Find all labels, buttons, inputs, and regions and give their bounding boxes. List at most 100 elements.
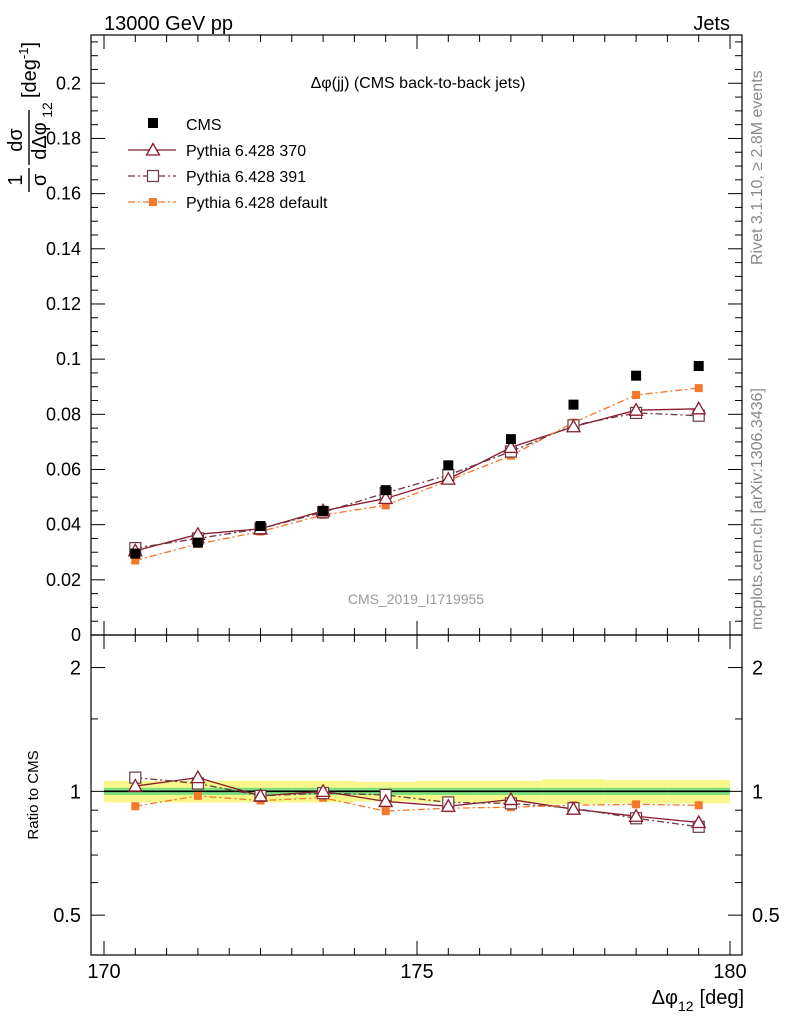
y-label-ddphi-sub: 12 (39, 102, 55, 118)
legend-marker-pythia-default (149, 198, 157, 206)
point-pythia-6-428-370 (378, 490, 394, 505)
legend-entry-pythia-default: Pythia 6.428 default (128, 195, 328, 212)
point-pythia-6-428-default (694, 384, 703, 393)
y-tick-label: 0.1 (56, 349, 81, 369)
ratio-point-pythia-6-428-370 (628, 808, 644, 822)
ratio-tick-label: 0.5 (53, 905, 81, 927)
ratio-point-pythia-6-428-370 (315, 783, 331, 798)
series-line-pythia-6-428-391 (135, 412, 699, 549)
point-pythia-6-428-370 (440, 471, 456, 485)
point-pythia-6-428-370 (691, 400, 707, 415)
ratio-tick-label-right: 0.5 (752, 905, 780, 927)
point-cms (568, 399, 579, 410)
y-label-frac-one: 1 (5, 174, 27, 185)
y-tick-label: 0.04 (46, 515, 81, 535)
y-axis-label: 1 σ dσ dΔφ 12 [deg-1] (5, 42, 55, 192)
legend-entry-pythia-370: Pythia 6.428 370 (128, 142, 306, 160)
y-tick-label: 0.12 (46, 294, 81, 314)
legend-entry-pythia-391: Pythia 6.428 391 (128, 169, 306, 186)
y-tick-label: 0.08 (46, 404, 81, 424)
point-cms (130, 548, 141, 559)
ratio-point-pythia-6-428-default (193, 791, 202, 800)
ratio-point-pythia-6-428-370 (378, 793, 394, 808)
x-tick-label: 180 (713, 961, 746, 983)
x-label-sub: 12 (678, 998, 694, 1014)
chart-title: Δφ(jj) (CMS back-to-back jets) (311, 75, 526, 92)
y-tick-label: 0 (71, 625, 81, 645)
legend: CMS Pythia 6.428 370 Pythia 6.428 391 Py… (128, 117, 328, 212)
y-label-ddphi: dΔφ (29, 122, 51, 159)
legend-label-pythia-391: Pythia 6.428 391 (186, 169, 306, 186)
y-tick-label: 0.14 (46, 239, 81, 259)
ratio-tick-label-right: 1 (752, 781, 763, 803)
y-label-frac-sigma: σ (29, 173, 51, 186)
watermark: CMS_2019_I1719955 (348, 591, 484, 607)
x-tick-label: 175 (400, 961, 433, 983)
x-label-main: Δφ (652, 987, 678, 1009)
series-line-pythia-6-428-370 (135, 408, 699, 552)
point-cms (505, 434, 516, 445)
y-tick-label: 0.2 (56, 73, 81, 93)
x-label-unit: [deg] (700, 987, 744, 1009)
ratio-point-pythia-6-428-370 (691, 814, 707, 829)
x-axis-label: Δφ12 [deg] (652, 987, 744, 1014)
point-cms (693, 361, 704, 372)
point-cms (255, 521, 266, 532)
point-cms (192, 537, 203, 548)
y-label-dsigma: dσ (5, 128, 27, 152)
y-label-unit-open: [deg (19, 59, 41, 98)
ratio-point-pythia-6-428-370 (190, 769, 206, 784)
point-cms (443, 460, 454, 471)
header-left-label: 13000 GeV pp (104, 13, 233, 35)
ratio-data (127, 769, 707, 833)
header-right-label: Jets (693, 13, 730, 35)
y-tick-label: 0.06 (46, 459, 81, 479)
ratio-line-pythia-6-428-391 (135, 776, 699, 828)
legend-label-pythia-default: Pythia 6.428 default (186, 195, 328, 212)
y-label-unit: [deg-1] (16, 42, 41, 98)
ratio-point-pythia-6-428-default (381, 807, 390, 816)
legend-marker-pythia-370 (145, 142, 161, 156)
point-pythia-6-428-default (632, 391, 641, 399)
ratio-point-pythia-6-428-370 (503, 791, 519, 806)
x-tick-label: 170 (87, 961, 120, 983)
ratio-plot-frame (90, 634, 743, 956)
point-cms (380, 485, 391, 496)
ratio-tick-label: 2 (70, 658, 81, 680)
y-tick-label: 0.02 (46, 570, 81, 590)
legend-label-pythia-370: Pythia 6.428 370 (186, 143, 306, 160)
point-cms (631, 370, 642, 381)
y-label-unit-close: ] (19, 42, 41, 48)
ratio-line-pythia-6-428-default (135, 795, 699, 812)
ratio-point-pythia-6-428-370 (565, 801, 582, 815)
point-pythia-6-428-370 (628, 402, 644, 416)
ratio-tick-label: 1 (70, 781, 81, 803)
y-tick-label: 0.18 (46, 128, 81, 148)
legend-label-cms: CMS (186, 117, 222, 134)
rivet-version-label: Rivet 3.1.10, ≥ 2.8M events (749, 70, 766, 265)
ratio-point-pythia-6-428-default (694, 801, 703, 810)
ratio-point-pythia-6-428-370 (440, 798, 456, 812)
series-line-pythia-6-428-default (135, 387, 699, 562)
ratio-tick-label-right: 2 (752, 658, 763, 680)
y-tick-label: 0.16 (46, 184, 81, 204)
ratio-axes: 170 175 180 0.5 0.5 1 1 2 2 (53, 635, 780, 983)
point-pythia-6-428-default (131, 556, 140, 565)
ratio-point-pythia-6-428-default (632, 800, 641, 809)
ratio-point-pythia-6-428-370 (252, 788, 269, 802)
ratio-point-pythia-6-428-default (131, 802, 140, 811)
y-label-unit-sup: -1 (16, 48, 31, 60)
point-pythia-6-428-370 (565, 418, 582, 433)
legend-entry-cms: CMS (148, 117, 222, 134)
point-pythia-6-428-370 (503, 439, 519, 454)
point-cms (318, 505, 329, 516)
ratio-point-pythia-6-428-370 (127, 778, 143, 792)
legend-marker-pythia-391 (146, 169, 160, 183)
main-axes: 0 0.02 0.04 0.06 0.08 0.1 0.12 0.14 0.16 0.18 0.2 (46, 35, 742, 645)
main-data (127, 361, 707, 565)
mcplots-label: mcplots.cern.ch [arXiv:1306.3436] (749, 388, 766, 630)
ratio-plot: 170 175 180 0.5 0.5 1 1 2 2 Ratio to CMS (25, 634, 780, 983)
legend-marker-cms (148, 118, 158, 128)
main-plot: 00.020.040.060.080.10.120.140.160.180.2 … (5, 34, 743, 645)
